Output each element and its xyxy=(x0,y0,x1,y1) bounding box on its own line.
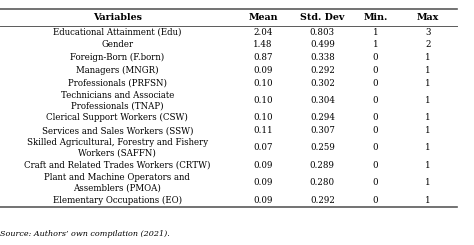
Text: Educational Attainment (Edu): Educational Attainment (Edu) xyxy=(53,28,182,37)
Text: 0: 0 xyxy=(373,53,378,62)
Text: Craft and Related Trades Workers (CRTW): Craft and Related Trades Workers (CRTW) xyxy=(24,161,210,170)
Text: 0.294: 0.294 xyxy=(310,113,335,122)
Text: 0.304: 0.304 xyxy=(310,96,335,105)
Text: 0: 0 xyxy=(373,79,378,87)
Text: 0.87: 0.87 xyxy=(253,53,273,62)
Text: 0.09: 0.09 xyxy=(253,196,273,205)
Text: 1: 1 xyxy=(425,96,430,105)
Text: 0: 0 xyxy=(373,196,378,205)
Text: 0.259: 0.259 xyxy=(310,144,335,152)
Text: 0.280: 0.280 xyxy=(310,178,335,187)
Text: 1: 1 xyxy=(425,66,430,75)
Text: Min.: Min. xyxy=(364,13,388,22)
Text: Elementary Occupations (EO): Elementary Occupations (EO) xyxy=(53,196,182,205)
Text: 0.307: 0.307 xyxy=(310,126,335,135)
Text: 0: 0 xyxy=(373,66,378,75)
Text: 2.04: 2.04 xyxy=(254,28,273,37)
Text: 0: 0 xyxy=(373,161,378,170)
Text: Foreign-Born (F.born): Foreign-Born (F.born) xyxy=(70,53,164,62)
Text: Max: Max xyxy=(417,13,439,22)
Text: 0.292: 0.292 xyxy=(310,196,335,205)
Text: 1: 1 xyxy=(425,113,430,122)
Text: Managers (MNGR): Managers (MNGR) xyxy=(76,66,159,75)
Text: 0.499: 0.499 xyxy=(310,40,335,49)
Text: Mean: Mean xyxy=(248,13,278,22)
Text: Technicians and Associate
Professionals (TNAP): Technicians and Associate Professionals … xyxy=(61,91,174,110)
Text: 0.292: 0.292 xyxy=(310,66,335,75)
Text: 0.07: 0.07 xyxy=(253,144,273,152)
Text: 1: 1 xyxy=(373,40,378,49)
Text: 0: 0 xyxy=(373,96,378,105)
Text: 0.302: 0.302 xyxy=(310,79,335,87)
Text: Services and Sales Workers (SSW): Services and Sales Workers (SSW) xyxy=(42,126,193,135)
Text: 1: 1 xyxy=(425,161,430,170)
Text: 0: 0 xyxy=(373,144,378,152)
Text: Skilled Agricultural, Forestry and Fishery
Workers (SAFFN): Skilled Agricultural, Forestry and Fishe… xyxy=(27,138,208,158)
Text: 1: 1 xyxy=(425,126,430,135)
Text: 0: 0 xyxy=(373,178,378,187)
Text: 1: 1 xyxy=(425,53,430,62)
Text: Professionals (PRFSN): Professionals (PRFSN) xyxy=(68,79,167,87)
Text: 0: 0 xyxy=(373,113,378,122)
Text: 0.338: 0.338 xyxy=(310,53,335,62)
Text: 1.48: 1.48 xyxy=(253,40,273,49)
Text: 0.10: 0.10 xyxy=(253,113,273,122)
Text: 1: 1 xyxy=(425,196,430,205)
Text: Std. Dev: Std. Dev xyxy=(300,13,345,22)
Text: 1: 1 xyxy=(425,144,430,152)
Text: 0: 0 xyxy=(373,126,378,135)
Text: 1: 1 xyxy=(425,79,430,87)
Text: 0.09: 0.09 xyxy=(253,161,273,170)
Text: Gender: Gender xyxy=(101,40,133,49)
Text: 2: 2 xyxy=(425,40,430,49)
Text: 1: 1 xyxy=(425,178,430,187)
Text: Variables: Variables xyxy=(93,13,142,22)
Text: Plant and Machine Operators and
Assemblers (PMOA): Plant and Machine Operators and Assemble… xyxy=(45,173,190,193)
Text: Clerical Support Workers (CSW): Clerical Support Workers (CSW) xyxy=(46,113,188,122)
Text: 0.803: 0.803 xyxy=(310,28,335,37)
Text: 0.09: 0.09 xyxy=(253,66,273,75)
Text: 0.11: 0.11 xyxy=(253,126,273,135)
Text: 1: 1 xyxy=(373,28,378,37)
Text: 0.09: 0.09 xyxy=(253,178,273,187)
Text: 0.10: 0.10 xyxy=(253,96,273,105)
Text: Source: Authors’ own compilation (2021).: Source: Authors’ own compilation (2021). xyxy=(0,230,170,238)
Text: 0.289: 0.289 xyxy=(310,161,335,170)
Text: 0.10: 0.10 xyxy=(253,79,273,87)
Text: 3: 3 xyxy=(425,28,430,37)
